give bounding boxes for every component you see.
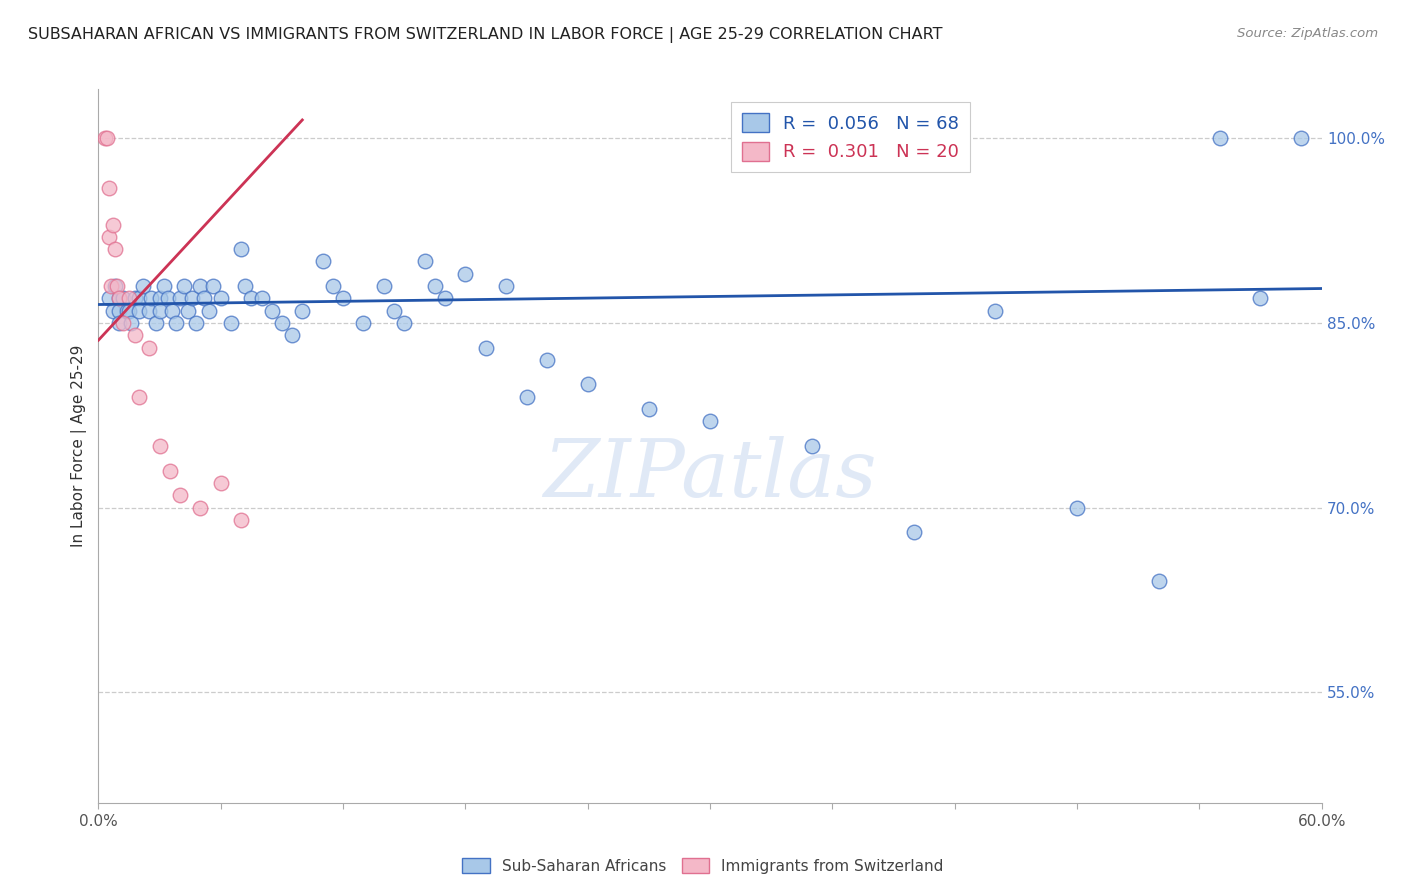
Point (250, 291, 273, 305)
Point (233, 279, 256, 293)
Point (270, 316, 294, 330)
Point (240, 291, 263, 305)
Point (1209, 131, 1232, 145)
Point (93, 131, 115, 145)
Point (173, 279, 195, 293)
Point (231, 242, 253, 256)
Point (382, 303, 405, 318)
Point (97, 180, 120, 194)
Point (536, 352, 558, 367)
Text: SUBSAHARAN AFRICAN VS IMMIGRANTS FROM SWITZERLAND IN LABOR FORCE | AGE 25-29 COR: SUBSAHARAN AFRICAN VS IMMIGRANTS FROM SW… (28, 27, 942, 43)
Point (118, 291, 141, 305)
Point (219, 316, 242, 330)
Point (322, 279, 344, 293)
Point (152, 279, 174, 293)
Point (108, 291, 131, 305)
Point (105, 279, 128, 293)
Point (201, 279, 224, 293)
Legend: Sub-Saharan Africans, Immigrants from Switzerland: Sub-Saharan Africans, Immigrants from Sw… (456, 852, 950, 880)
Point (801, 439, 824, 453)
Point (149, 303, 172, 318)
Point (188, 279, 212, 293)
Point (132, 279, 155, 293)
Point (111, 316, 134, 330)
Point (138, 303, 160, 318)
Point (332, 291, 354, 305)
Point (576, 377, 599, 392)
Text: ZIPatlas: ZIPatlas (543, 436, 877, 513)
Text: Source: ZipAtlas.com: Source: ZipAtlas.com (1237, 27, 1378, 40)
Point (115, 303, 138, 318)
Point (434, 291, 457, 305)
Point (159, 464, 181, 478)
Point (149, 291, 172, 305)
Point (169, 488, 191, 502)
Y-axis label: In Labor Force | Age 25-29: In Labor Force | Age 25-29 (72, 345, 87, 547)
Point (138, 341, 160, 355)
Point (1291, 131, 1313, 145)
Point (209, 475, 232, 490)
Legend: R =  0.056   N = 68, R =  0.301   N = 20: R = 0.056 N = 68, R = 0.301 N = 20 (731, 102, 970, 172)
Point (149, 439, 172, 453)
Point (145, 316, 167, 330)
Point (108, 291, 131, 305)
Point (413, 254, 436, 268)
Point (118, 303, 141, 318)
Point (474, 341, 498, 355)
Point (209, 291, 232, 305)
Point (260, 303, 283, 318)
Point (984, 303, 1007, 318)
Point (231, 513, 253, 527)
Point (186, 316, 208, 330)
Point (165, 316, 187, 330)
Point (97, 291, 120, 305)
Point (454, 267, 477, 281)
Point (1147, 574, 1170, 589)
Point (128, 303, 150, 318)
Point (423, 279, 446, 293)
Point (96, 131, 118, 145)
Point (124, 291, 146, 305)
Point (177, 303, 200, 318)
Point (281, 328, 304, 343)
Point (160, 303, 183, 318)
Point (638, 402, 661, 417)
Point (169, 291, 191, 305)
Point (1066, 500, 1088, 515)
Point (903, 525, 925, 540)
Point (197, 303, 219, 318)
Point (312, 254, 335, 268)
Point (111, 291, 134, 305)
Point (291, 303, 314, 318)
Point (156, 291, 179, 305)
Point (193, 291, 215, 305)
Point (141, 291, 163, 305)
Point (516, 390, 538, 404)
Point (128, 390, 150, 404)
Point (352, 316, 374, 330)
Point (108, 303, 131, 318)
Point (101, 303, 124, 318)
Point (101, 218, 124, 232)
Point (128, 291, 150, 305)
Point (495, 279, 517, 293)
Point (181, 291, 204, 305)
Point (699, 414, 721, 428)
Point (108, 316, 131, 330)
Point (100, 279, 122, 293)
Point (188, 500, 212, 515)
Point (97, 230, 120, 244)
Point (104, 279, 127, 293)
Point (392, 316, 416, 330)
Point (373, 279, 395, 293)
Point (120, 316, 142, 330)
Point (104, 242, 127, 256)
Point (124, 328, 146, 343)
Point (1249, 291, 1271, 305)
